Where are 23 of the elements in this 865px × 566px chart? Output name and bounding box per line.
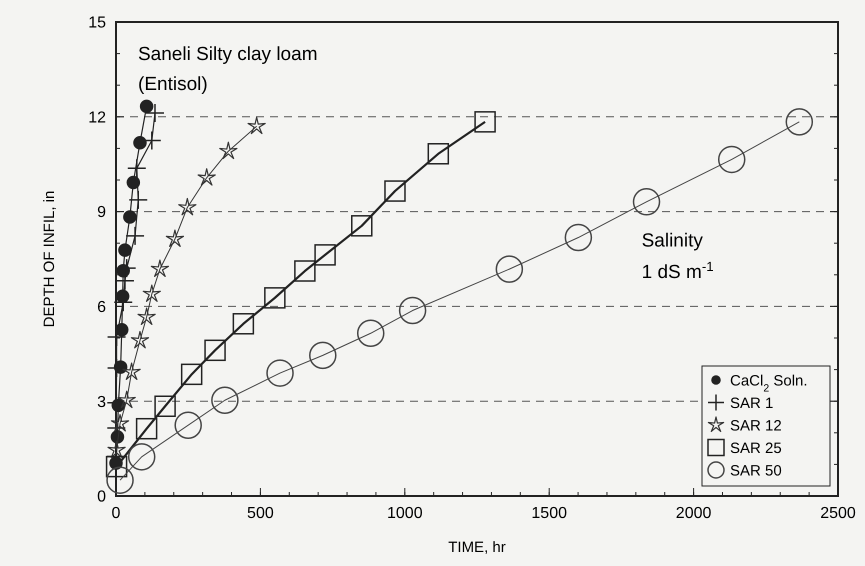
x-tick-label: 0 xyxy=(112,505,121,522)
x-tick-label: 1500 xyxy=(531,505,568,522)
annotation: Salinity xyxy=(642,230,704,252)
legend-label: SAR 50 xyxy=(730,462,782,480)
y-tick-label: 12 xyxy=(88,109,106,126)
x-tick-label: 2000 xyxy=(676,505,712,522)
legend-label: SAR 1 xyxy=(730,394,774,412)
annotation: (Entisol) xyxy=(138,74,208,95)
y-tick-label: 15 xyxy=(88,14,106,32)
annotation: Saneli Silty clay loam xyxy=(138,44,318,65)
legend-label: CaCl$_{2}$ Soln. xyxy=(730,372,808,394)
y-tick-label: 9 xyxy=(97,204,106,222)
y-axis-title: DEPTH OF INFIL, in xyxy=(41,190,58,328)
x-tick-label: 1000 xyxy=(387,505,423,522)
x-tick-label: 500 xyxy=(247,505,274,522)
x-axis-title: TIME, hr xyxy=(448,539,506,556)
y-tick-label: 6 xyxy=(97,299,106,316)
y-tick-label: 3 xyxy=(97,394,106,411)
annotation: 1 dS m$^{-1}$ xyxy=(642,258,714,283)
legend-label: SAR 25 xyxy=(730,440,782,457)
x-tick-label: 2500 xyxy=(820,505,856,522)
y-tick-label: 0 xyxy=(97,488,106,506)
legend-label: SAR 12 xyxy=(730,417,782,434)
